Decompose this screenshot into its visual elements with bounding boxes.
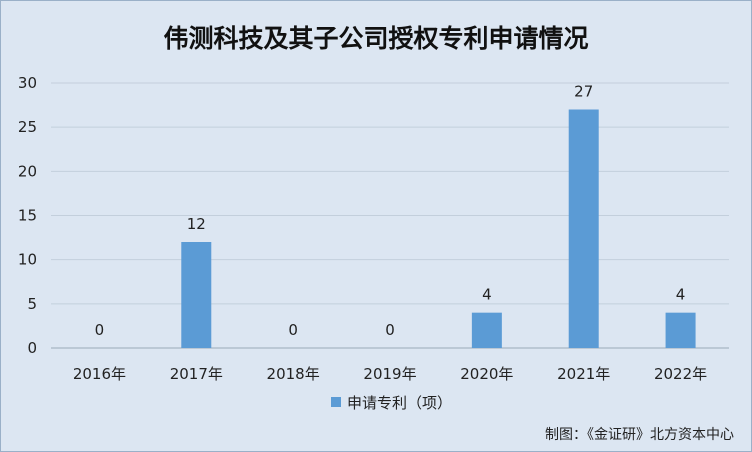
bars [181, 109, 696, 348]
chart-title: 伟测科技及其子公司授权专利申请情况 [163, 24, 588, 53]
x-tick-label: 2022年 [654, 365, 707, 383]
y-tick-label: 25 [18, 118, 37, 136]
x-axis-ticks: 2016年 2017年 2018年 2019年 2020年 2021年 2022年 [73, 365, 707, 383]
y-axis-ticks: 0 5 10 15 20 25 30 [18, 74, 37, 357]
data-labels: 0 12 0 0 4 27 4 [95, 83, 686, 340]
data-label: 12 [187, 215, 206, 233]
x-tick-label: 2019年 [363, 365, 416, 383]
y-tick-label: 5 [27, 295, 37, 313]
legend-swatch [331, 397, 341, 407]
gridlines [51, 82, 729, 349]
x-tick-label: 2020年 [460, 365, 513, 383]
bar [568, 109, 599, 348]
bar [471, 312, 502, 348]
bar [181, 242, 212, 348]
y-tick-label: 15 [18, 207, 37, 225]
legend-label: 申请专利（项） [347, 394, 452, 412]
data-label: 0 [288, 321, 298, 339]
y-tick-label: 10 [18, 251, 37, 269]
y-tick-label: 0 [27, 339, 37, 357]
x-tick-label: 2021年 [557, 365, 610, 383]
bar [665, 312, 696, 348]
data-label: 0 [385, 321, 395, 339]
x-tick-label: 2017年 [170, 365, 223, 383]
data-label: 4 [676, 286, 686, 304]
x-tick-label: 2016年 [73, 365, 126, 383]
legend: 申请专利（项） [331, 394, 452, 412]
y-tick-label: 30 [18, 74, 37, 92]
source-note: 制图：《金证研》北方资本中心 [545, 427, 734, 443]
data-label: 4 [482, 286, 492, 304]
y-tick-label: 20 [18, 162, 37, 180]
data-label: 27 [574, 83, 593, 101]
x-tick-label: 2018年 [267, 365, 320, 383]
data-label: 0 [95, 321, 105, 339]
